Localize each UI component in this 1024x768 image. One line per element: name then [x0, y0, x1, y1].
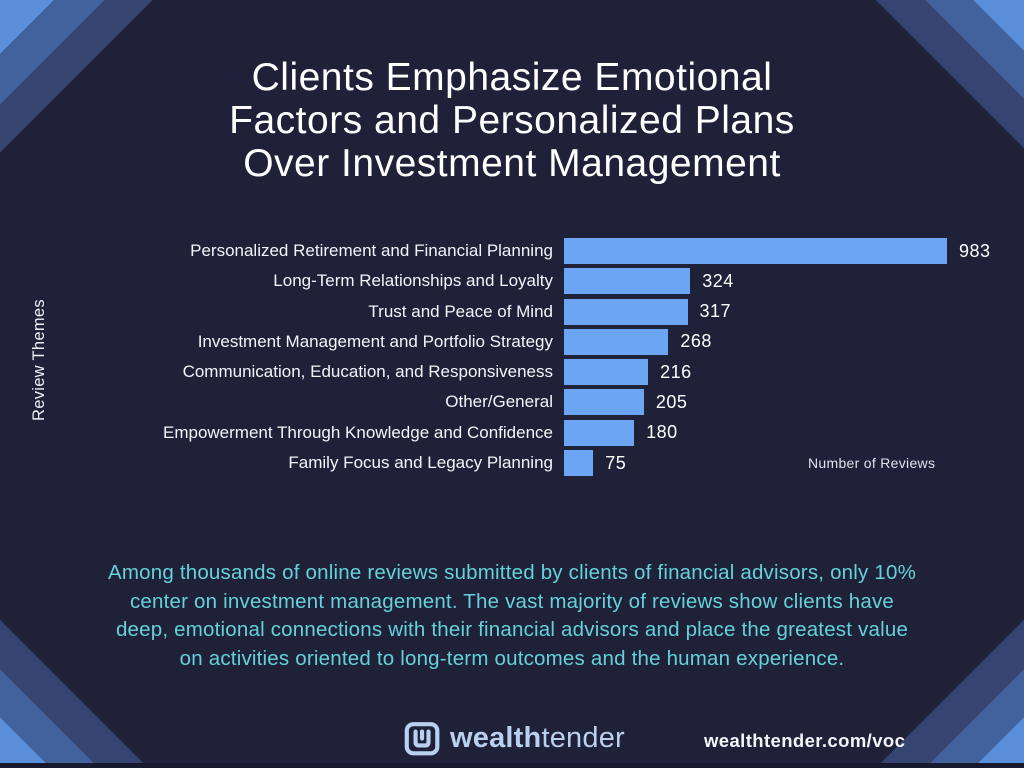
bar-row: Personalized Retirement and Financial Pl…: [0, 238, 1024, 264]
value-label: 75: [605, 452, 627, 473]
bottom-edge-strip: [0, 763, 1024, 768]
bar-row: Empowerment Through Knowledge and Confid…: [0, 419, 1024, 446]
bar-chart: Personalized Retirement and Financial Pl…: [0, 238, 1024, 480]
summary-line-1: Among thousands of online reviews submit…: [107, 561, 916, 584]
category-label: Empowerment Through Knowledge and Confid…: [163, 422, 553, 442]
bar: [564, 389, 644, 416]
brand-wordmark: wealthtender: [450, 722, 625, 755]
category-label: Investment Management and Portfolio Stra…: [197, 331, 553, 351]
title-line-2: Factors and Personalized Plans: [229, 99, 795, 143]
title-line-3: Over Investment Management: [243, 142, 781, 186]
value-label: 205: [655, 391, 688, 412]
summary-line-3: deep, emotional connections with their f…: [115, 618, 909, 641]
bar-row: Communication, Education, and Responsive…: [0, 359, 1024, 386]
value-label: 268: [680, 331, 712, 352]
bar: [564, 328, 669, 355]
value-label: 317: [699, 301, 732, 322]
bar: [564, 419, 635, 446]
category-label: Personalized Retirement and Financial Pl…: [190, 241, 553, 260]
site-url: wealthtender.com/voc: [704, 730, 906, 751]
category-label: Family Focus and Legacy Planning: [288, 453, 553, 473]
bar-row: Family Focus and Legacy Planning 75: [0, 450, 1024, 477]
summary-paragraph: Among thousands of online reviews submit…: [0, 559, 1024, 673]
summary-line-2: center on investment management. The vas…: [129, 589, 895, 613]
bar-row: Trust and Peace of Mind 317: [0, 298, 1024, 325]
value-label: 324: [702, 270, 734, 291]
bar-row: Other/General 205: [0, 389, 1024, 416]
title-line-1: Clients Emphasize Emotional: [251, 56, 773, 100]
bar: [564, 359, 649, 386]
category-label: Communication, Education, and Responsive…: [182, 362, 553, 382]
summary-line-4: on activities oriented to long-term outc…: [179, 646, 845, 670]
wealthtender-logo-icon: [404, 722, 440, 756]
bar-row: Investment Management and Portfolio Stra…: [0, 328, 1024, 355]
brand-logo: wealthtender: [404, 720, 625, 757]
bar-row: Long-Term Relationships and Loyalty 324: [0, 268, 1024, 295]
value-label: 216: [660, 361, 692, 382]
value-label: 180: [646, 422, 678, 443]
page-title: Clients Emphasize Emotional Factors and …: [0, 56, 1024, 185]
bar: [564, 450, 594, 477]
x-axis-label: Number of Reviews: [808, 455, 936, 471]
bar: [564, 268, 691, 295]
category-label: Other/General: [445, 392, 553, 412]
brand-wordmark-regular: tender: [541, 722, 625, 754]
bar: [564, 298, 688, 325]
category-label: Trust and Peace of Mind: [368, 301, 553, 321]
category-label: Long-Term Relationships and Loyalty: [273, 271, 553, 291]
value-label: 983: [959, 240, 991, 261]
bar: [564, 238, 947, 264]
brand-wordmark-bold: wealth: [450, 722, 542, 754]
